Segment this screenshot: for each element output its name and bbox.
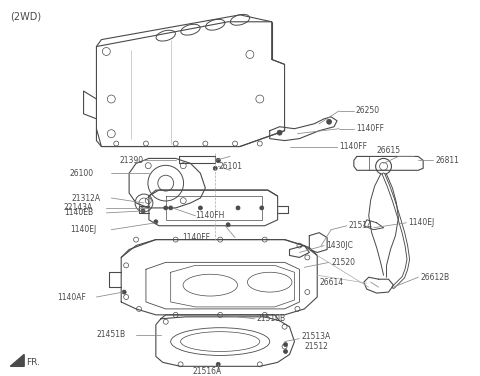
Circle shape xyxy=(164,206,168,210)
Polygon shape xyxy=(10,355,24,366)
Text: 26100: 26100 xyxy=(70,169,94,178)
Text: 26250: 26250 xyxy=(356,106,380,115)
Circle shape xyxy=(198,206,203,210)
Text: 21520: 21520 xyxy=(331,258,355,267)
Circle shape xyxy=(326,119,332,124)
Text: 26811: 26811 xyxy=(435,156,459,165)
Text: (2WD): (2WD) xyxy=(10,12,41,22)
Text: 21510B: 21510B xyxy=(257,314,286,323)
Text: 21516A: 21516A xyxy=(192,367,222,376)
Text: 1140EJ: 1140EJ xyxy=(70,225,96,234)
Circle shape xyxy=(141,209,145,213)
Text: 1140FF: 1140FF xyxy=(339,142,367,151)
Circle shape xyxy=(277,130,282,135)
Circle shape xyxy=(122,290,126,294)
Circle shape xyxy=(236,206,240,210)
Text: 21514: 21514 xyxy=(349,221,373,230)
Text: FR.: FR. xyxy=(26,358,40,367)
Text: 1140FH: 1140FH xyxy=(195,211,225,220)
Text: 26614: 26614 xyxy=(319,277,343,287)
Text: 1140EJ: 1140EJ xyxy=(408,218,434,227)
Text: 26615: 26615 xyxy=(377,146,401,155)
Circle shape xyxy=(260,206,264,210)
Text: 1140FF: 1140FF xyxy=(356,124,384,133)
Text: 21451B: 21451B xyxy=(96,330,126,339)
Circle shape xyxy=(226,223,230,227)
Text: 21513A: 21513A xyxy=(301,332,331,341)
Text: 21312A: 21312A xyxy=(72,194,101,203)
Circle shape xyxy=(216,362,220,366)
Text: 22143A: 22143A xyxy=(64,203,93,212)
Circle shape xyxy=(168,206,173,210)
Text: 1140EB: 1140EB xyxy=(64,208,93,217)
Text: 1140AF: 1140AF xyxy=(57,293,86,302)
Circle shape xyxy=(154,220,158,224)
Text: 1140FF: 1140FF xyxy=(182,233,210,242)
Text: 21512: 21512 xyxy=(304,342,328,351)
Text: 1430JC: 1430JC xyxy=(326,241,353,250)
Circle shape xyxy=(216,158,220,162)
Circle shape xyxy=(284,343,288,347)
Circle shape xyxy=(216,158,220,162)
Circle shape xyxy=(213,166,217,170)
Text: 26101: 26101 xyxy=(218,162,242,171)
Text: 26612B: 26612B xyxy=(420,273,449,282)
Text: 21390: 21390 xyxy=(119,156,144,165)
Circle shape xyxy=(284,350,288,353)
